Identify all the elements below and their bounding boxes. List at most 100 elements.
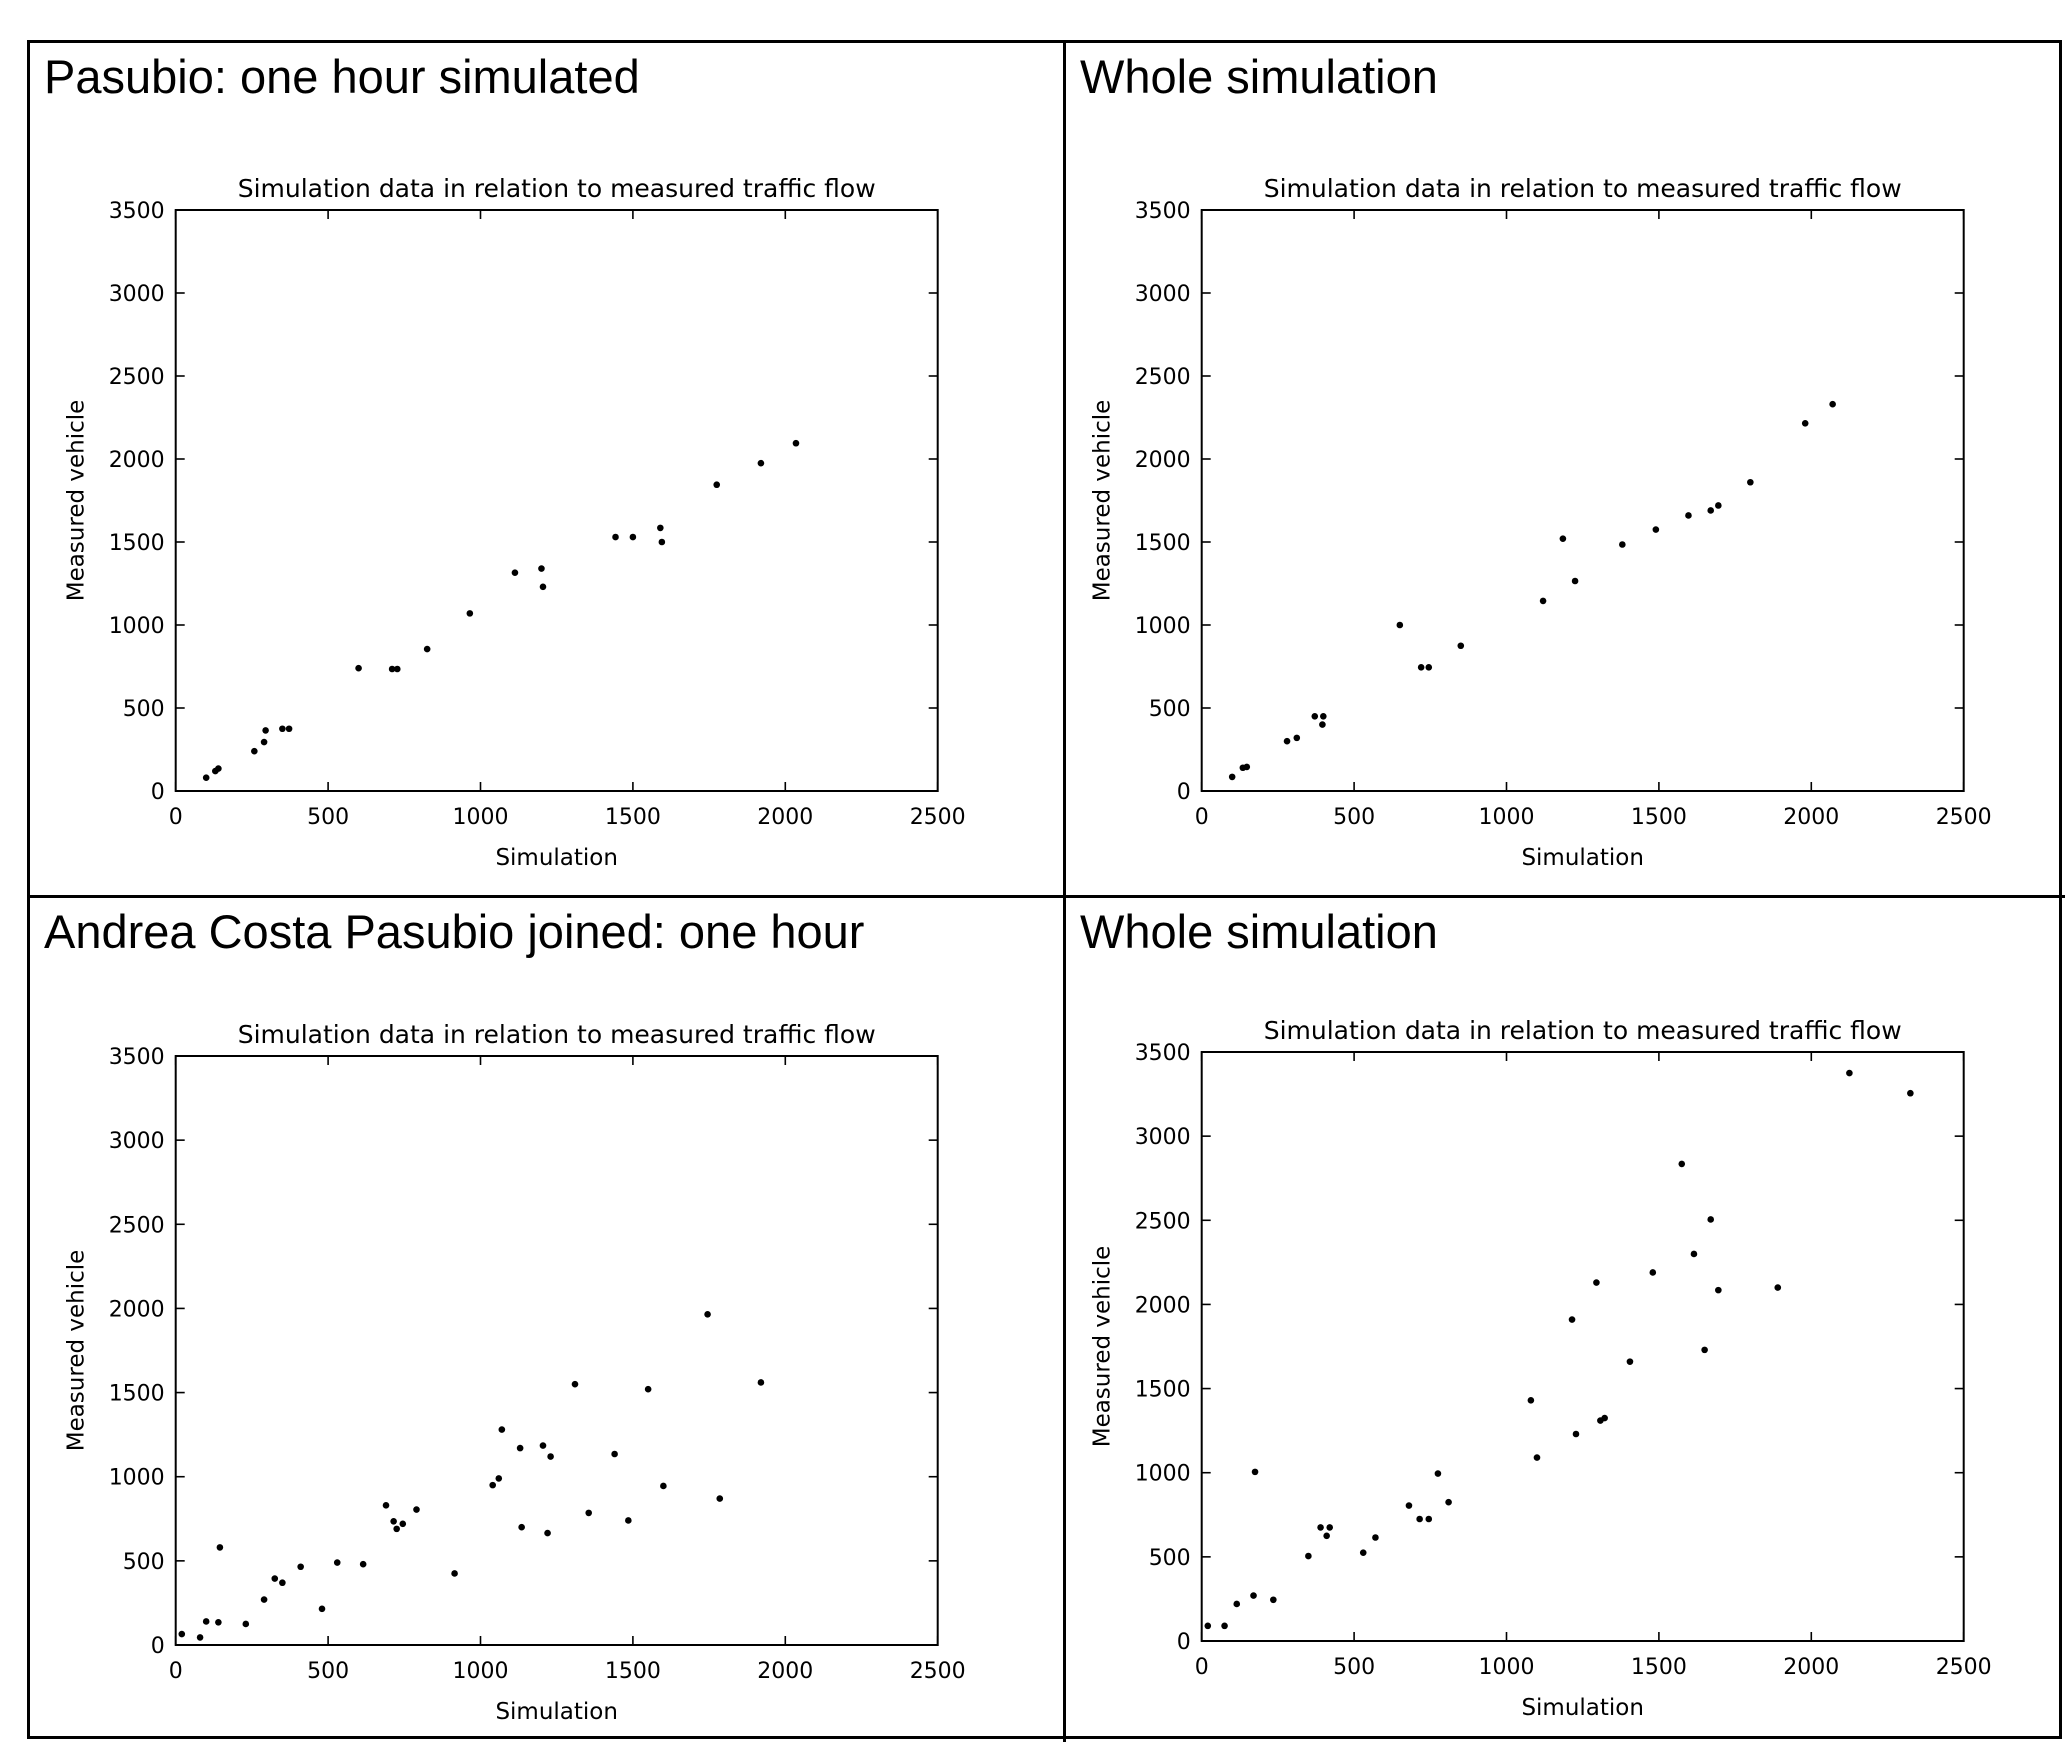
y-tick-label: 1000 bbox=[1135, 614, 1191, 639]
y-tick-label: 2000 bbox=[1135, 448, 1191, 473]
data-point bbox=[1707, 507, 1715, 514]
data-point bbox=[611, 1450, 618, 1458]
y-axis-label: Measured vehicle bbox=[64, 1250, 90, 1452]
data-point bbox=[1907, 1089, 1914, 1097]
data-point bbox=[1774, 1284, 1782, 1291]
data-point bbox=[495, 1475, 503, 1482]
plot-title: Simulation data in relation to measured … bbox=[238, 174, 876, 203]
data-points bbox=[202, 439, 800, 782]
x-tick-label: 1500 bbox=[1631, 1655, 1687, 1680]
data-point bbox=[262, 727, 269, 734]
axes-box bbox=[1200, 1051, 1965, 1642]
y-tick-label: 3500 bbox=[109, 1045, 165, 1070]
data-point bbox=[1323, 1532, 1330, 1540]
data-point bbox=[1457, 642, 1465, 650]
x-tick-label: 2000 bbox=[757, 805, 813, 830]
y-tick-label: 0 bbox=[1177, 1630, 1191, 1655]
data-point bbox=[1204, 1622, 1212, 1630]
y-tick-label: 1500 bbox=[1135, 1378, 1191, 1403]
x-tick-label: 1000 bbox=[453, 1659, 509, 1684]
data-point bbox=[1701, 1346, 1708, 1354]
data-point bbox=[1593, 1279, 1600, 1286]
x-tick-label: 500 bbox=[1333, 1655, 1375, 1680]
data-point bbox=[393, 1525, 400, 1533]
data-point bbox=[333, 1559, 341, 1566]
scatter-plot-whole-simulation-top: 0 500 1000 1500 2000 2500 0 500 1000 1500 2000 2500… bbox=[1090, 174, 1992, 871]
y-tick-label: 1500 bbox=[1135, 531, 1191, 556]
data-point bbox=[518, 1523, 525, 1531]
data-point bbox=[216, 1544, 224, 1551]
y-tick-label: 0 bbox=[151, 780, 165, 805]
data-point bbox=[451, 1570, 458, 1577]
data-point bbox=[1801, 420, 1809, 427]
data-point bbox=[1572, 1430, 1580, 1438]
data-point bbox=[1283, 737, 1291, 745]
data-point bbox=[571, 1380, 579, 1388]
x-tick-label: 1500 bbox=[1631, 805, 1687, 830]
y-tick-label: 500 bbox=[1149, 697, 1191, 722]
y-tick-label: 500 bbox=[123, 697, 165, 722]
plot-title: Simulation data in relation to measured … bbox=[1264, 1016, 1902, 1045]
data-point bbox=[625, 1517, 632, 1524]
y-tick-label: 1500 bbox=[109, 531, 165, 556]
axis-ticks bbox=[174, 209, 939, 792]
tick-labels: 0 500 1000 1500 2000 2500 0 500 1000 1500 2000 2500… bbox=[1135, 199, 1992, 830]
y-tick-label: 3000 bbox=[109, 1129, 165, 1154]
y-tick-label: 1000 bbox=[109, 614, 165, 639]
data-point bbox=[1228, 773, 1236, 781]
y-tick-label: 3000 bbox=[1135, 282, 1191, 307]
y-tick-label: 3500 bbox=[1135, 199, 1191, 224]
panel-top-right: Whole simulation 0 500 1000 1500 2000 2500 0 50… bbox=[1066, 43, 2065, 895]
data-point bbox=[1317, 1524, 1324, 1531]
x-tick-label: 2500 bbox=[1936, 1655, 1992, 1680]
y-tick-label: 2500 bbox=[1135, 1209, 1191, 1234]
panel-heading: Pasubio: one hour simulated bbox=[44, 50, 640, 103]
data-point bbox=[1568, 1316, 1576, 1323]
data-point bbox=[612, 533, 619, 541]
data-point bbox=[544, 1529, 551, 1537]
data-point bbox=[1425, 1515, 1433, 1523]
data-point bbox=[1405, 1502, 1413, 1509]
data-point bbox=[538, 565, 545, 572]
data-point bbox=[1846, 1069, 1853, 1077]
y-tick-label: 2000 bbox=[109, 1297, 165, 1322]
y-tick-label: 500 bbox=[123, 1550, 165, 1575]
x-tick-label: 0 bbox=[1195, 805, 1209, 830]
y-tick-label: 3000 bbox=[1135, 1125, 1191, 1150]
data-point bbox=[629, 533, 637, 541]
data-point bbox=[1445, 1498, 1452, 1506]
x-tick-label: 1000 bbox=[1479, 805, 1535, 830]
data-point bbox=[242, 1620, 250, 1628]
data-points bbox=[1228, 400, 1836, 781]
data-point bbox=[1251, 1468, 1259, 1476]
data-point bbox=[318, 1605, 326, 1613]
data-point bbox=[1559, 535, 1567, 542]
x-tick-label: 0 bbox=[169, 805, 183, 830]
data-point bbox=[1417, 664, 1425, 671]
panel-bottom-left: Andrea Costa Pasubio joined: one hour 0 5… bbox=[30, 898, 1063, 1742]
data-point bbox=[1715, 1286, 1722, 1294]
x-tick-label: 500 bbox=[307, 1659, 349, 1684]
data-point bbox=[1233, 1600, 1241, 1608]
panel-bottom-right: Whole simulation 0 500 1000 1500 2000 2500 0 50… bbox=[1066, 898, 2065, 1742]
y-tick-label: 1000 bbox=[1135, 1462, 1191, 1487]
x-tick-label: 1500 bbox=[605, 1659, 661, 1684]
data-point bbox=[1690, 1250, 1698, 1258]
data-point bbox=[792, 439, 800, 447]
data-point bbox=[271, 1575, 279, 1582]
data-point bbox=[657, 524, 664, 532]
tick-labels: 0 500 1000 1500 2000 2500 0 500 1000 1500 2000 2500… bbox=[109, 199, 966, 830]
data-point bbox=[757, 1379, 765, 1386]
data-point bbox=[1715, 502, 1722, 509]
data-point bbox=[279, 725, 286, 733]
x-tick-label: 0 bbox=[1195, 1655, 1209, 1680]
data-point bbox=[285, 725, 293, 733]
data-point bbox=[260, 1596, 268, 1603]
data-point bbox=[1359, 1549, 1367, 1556]
data-point bbox=[423, 645, 431, 653]
data-point bbox=[1649, 1269, 1657, 1276]
y-tick-label: 0 bbox=[151, 1634, 165, 1659]
data-point bbox=[1270, 1596, 1277, 1604]
data-point bbox=[297, 1563, 304, 1571]
panel-heading: Whole simulation bbox=[1080, 50, 1438, 103]
